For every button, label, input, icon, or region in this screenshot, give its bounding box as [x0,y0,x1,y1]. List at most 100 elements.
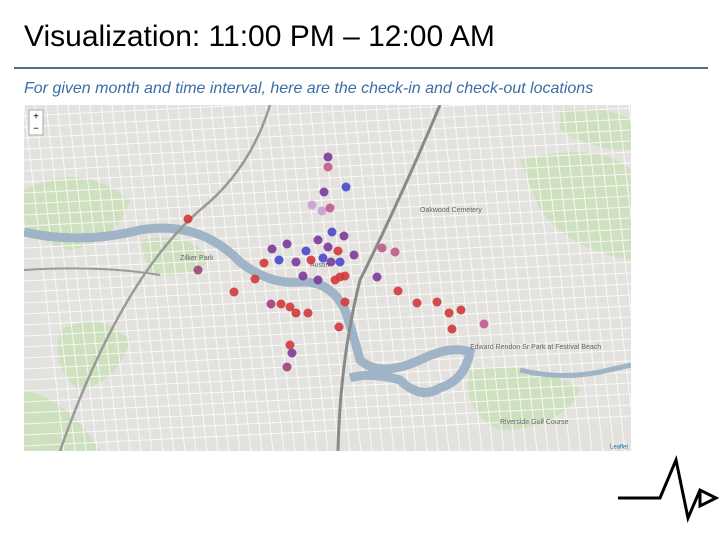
checkin-point [444,308,454,318]
checkin-point [313,275,323,285]
street [24,261,631,293]
checkin-point [323,242,333,252]
checkin-point [274,255,284,265]
checkin-point [285,302,295,312]
checkin-point [390,247,400,257]
street [342,105,384,451]
checkin-point [287,348,297,358]
street [34,105,76,451]
street [452,105,494,451]
street [24,294,631,326]
street [24,327,631,359]
street [24,173,631,205]
checkin-point [327,227,337,237]
street [24,404,631,436]
zoom-in[interactable]: + [33,112,39,123]
street [24,250,631,282]
checkin-point [341,182,351,192]
checkin-point [306,255,316,265]
street [485,105,527,451]
checkin-point [276,299,286,309]
street [24,349,631,381]
highway [24,267,161,276]
zoom-control[interactable] [28,109,44,136]
checkin-point [301,246,311,256]
street [24,393,631,425]
street [441,105,483,451]
checkin-point [298,271,308,281]
checkin-point [479,319,489,329]
street [551,105,593,451]
checkin-point [334,322,344,332]
street [562,105,604,451]
street [331,105,373,451]
logo [618,454,720,523]
street [540,105,582,451]
checkin-point [432,297,442,307]
checkin-point [372,272,382,282]
street [24,382,631,414]
street [221,105,263,451]
street [24,371,631,403]
street [24,118,631,150]
street [573,105,615,451]
highway [336,105,442,451]
checkin-point [330,275,340,285]
checkin-point [377,243,387,253]
checkin-point [267,244,277,254]
checkin-point [317,206,327,216]
street [24,107,631,139]
street [111,105,153,451]
checkin-point [229,287,239,297]
street [309,105,351,451]
street [24,305,631,337]
street [419,105,461,451]
street [24,184,631,216]
street [584,105,626,451]
checkin-point [393,286,403,296]
checkin-points [183,152,489,372]
street [144,105,186,451]
street [100,105,142,451]
street [24,338,631,370]
street [24,283,631,315]
street [24,105,257,117]
checkin-point [456,305,466,315]
street [78,105,120,451]
checkin-point [318,253,328,263]
street [24,105,480,128]
street [606,105,631,317]
map-label: Zilker Park [180,255,214,262]
street [496,105,538,451]
street [133,105,175,451]
checkin-point [291,308,301,318]
checkin-point [323,152,333,162]
checkin-point [193,265,203,275]
street [375,105,417,451]
checkin-point [303,308,313,318]
street [24,316,631,348]
street [24,239,631,271]
river [519,362,631,379]
street [529,105,571,451]
checkin-point [319,187,329,197]
parks [24,108,631,451]
street [45,105,87,451]
attribution[interactable]: Leaflet [610,445,628,451]
street [364,105,406,451]
checkin-point [282,362,292,372]
streets [24,105,631,451]
slide-subtitle: For given month and time interval, here … [24,80,593,97]
street [210,105,252,451]
zoom-out[interactable]: − [33,124,39,135]
street [24,217,631,249]
street [24,105,65,451]
map-label: Oakwood Cemetery [420,207,482,214]
street [24,415,631,447]
street [24,129,631,161]
checkin-point [325,203,335,213]
checkin-point [323,162,333,172]
checkin-point [447,324,457,334]
checkin-point [326,257,336,267]
street [24,360,631,392]
